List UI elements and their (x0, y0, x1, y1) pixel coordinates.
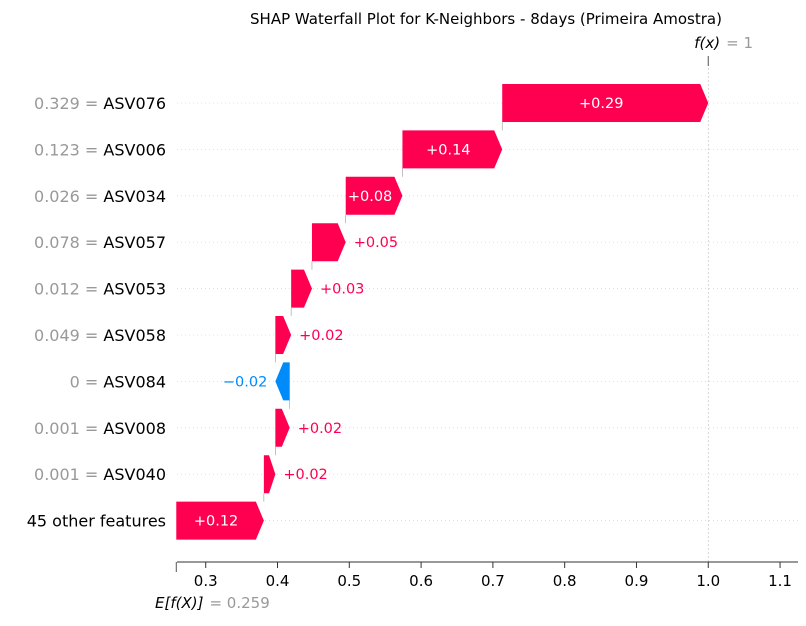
x-tick-label: 0.6 (409, 572, 433, 590)
feature-value: 0.012 = (34, 280, 103, 299)
x-tick-label: 0.4 (266, 572, 290, 590)
feature-value: 0.001 = (34, 465, 103, 484)
ex-value: = 0.259 (209, 594, 269, 612)
feature-value: 0.049 = (34, 326, 103, 345)
bar-value-label: +0.02 (283, 467, 327, 483)
bar-asv008 (275, 408, 290, 447)
x-tick-label: 0.8 (553, 572, 577, 590)
bar-value-label: +0.02 (298, 421, 342, 437)
feature-label: 0.123 = ASV006 (34, 140, 166, 159)
bar-value-label: +0.14 (426, 142, 470, 158)
ex-label: E[f(X)] (155, 594, 204, 612)
bar-asv076 (502, 84, 709, 122)
feature-label: 45 other features (27, 512, 166, 531)
bar-value-label: +0.29 (579, 96, 623, 112)
feature-name: ASV058 (103, 326, 166, 345)
fx-value: = 1 (726, 34, 753, 52)
bar-asv040 (263, 455, 276, 494)
feature-name: ASV057 (103, 233, 166, 252)
feature-name: ASV006 (103, 140, 166, 159)
feature-label: 0.026 = ASV034 (34, 187, 166, 206)
feature-label: 0.012 = ASV053 (34, 280, 166, 299)
feature-value: 0.078 = (34, 233, 103, 252)
x-tick-label: 0.9 (625, 572, 649, 590)
feature-name: ASV053 (103, 280, 166, 299)
bar-asv034 (345, 176, 403, 215)
bar-asv006 (402, 130, 503, 169)
output-value-label: f(x) = 1 (694, 34, 753, 52)
feature-label: 0 = ASV084 (70, 372, 166, 391)
feature-label: 0.001 = ASV040 (34, 465, 166, 484)
x-tick-label: 1.1 (768, 572, 792, 590)
feature-name: ASV076 (103, 94, 166, 113)
feature-name: ASV008 (103, 419, 166, 438)
feature-label: 0.001 = ASV008 (34, 419, 166, 438)
feature-value: 0.123 = (34, 140, 103, 159)
bar-value-label: +0.02 (299, 328, 343, 344)
feature-label: 0.078 = ASV057 (34, 233, 166, 252)
feature-value: 0.026 = (34, 187, 103, 206)
feature-value: 0.329 = (34, 94, 103, 113)
bar-value-label: +0.12 (194, 514, 238, 530)
bar-value-label: +0.08 (348, 189, 392, 205)
feature-name: ASV040 (103, 465, 166, 484)
x-tick-label: 0.3 (194, 572, 218, 590)
base-value-label: E[f(X)] = 0.259 (155, 594, 270, 612)
feature-value: 0.001 = (34, 419, 103, 438)
x-tick-label: 0.7 (481, 572, 505, 590)
x-axis: 0.3 0.4 0.5 0.6 0.7 0.8 0.9 1.0 1.1 E[f(X)] = 0.25… (155, 34, 798, 612)
bar-asv053 (291, 269, 312, 308)
bar-asv057 (311, 223, 346, 262)
grid-layer (177, 56, 798, 562)
bars-layer (176, 84, 709, 540)
x-tick-label: 1.0 (696, 572, 720, 590)
bar-45-other-features (176, 501, 264, 540)
chart-title: SHAP Waterfall Plot for K-Neighbors - 8d… (250, 10, 722, 28)
feature-label: 0.329 = ASV076 (34, 94, 166, 113)
feature-name: ASV034 (103, 187, 166, 206)
feature-label: 0.049 = ASV058 (34, 326, 166, 345)
feature-name: ASV084 (103, 372, 166, 391)
bar-value-label: +0.03 (320, 282, 364, 298)
bar-value-label: +0.05 (354, 235, 398, 251)
bar-value-label: −0.02 (223, 374, 267, 390)
labels-layer: +0.29 0.329 = ASV076 +0.14 0.123 = ASV006 +0… (27, 94, 624, 531)
x-tick-label: 0.5 (337, 572, 361, 590)
bar-asv058 (275, 316, 292, 354)
bar-asv084 (275, 362, 290, 401)
fx-label: f(x) (694, 34, 720, 52)
feature-value: 0 = (70, 372, 104, 391)
